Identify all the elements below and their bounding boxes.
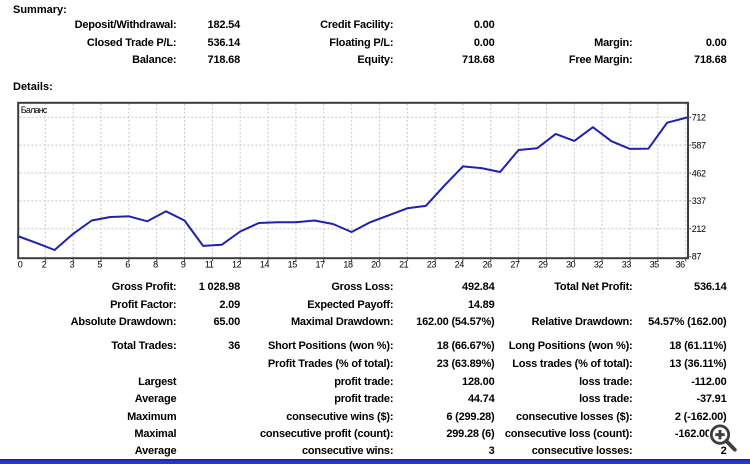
- svg-text:18: 18: [343, 260, 353, 270]
- svg-text:17: 17: [315, 260, 325, 270]
- svg-text:27: 27: [510, 260, 520, 270]
- svg-text:32: 32: [594, 260, 604, 270]
- svg-text:587: 587: [692, 140, 706, 150]
- svg-text:712: 712: [692, 113, 706, 123]
- svg-text:337: 337: [692, 196, 706, 206]
- svg-text:36: 36: [676, 260, 686, 270]
- svg-text:5: 5: [97, 260, 102, 270]
- svg-text:23: 23: [427, 260, 437, 270]
- svg-text:9: 9: [181, 260, 186, 270]
- svg-text:8: 8: [153, 260, 158, 270]
- svg-text:212: 212: [692, 224, 706, 234]
- svg-text:26: 26: [483, 260, 493, 270]
- svg-text:3: 3: [70, 260, 75, 270]
- svg-text:Баланс: Баланс: [21, 105, 48, 115]
- svg-text:11: 11: [205, 260, 214, 270]
- svg-text:20: 20: [371, 260, 381, 270]
- svg-text:30: 30: [566, 260, 576, 270]
- svg-text:2: 2: [42, 260, 47, 270]
- svg-text:21: 21: [399, 260, 409, 270]
- svg-text:24: 24: [455, 260, 465, 270]
- svg-text:12: 12: [232, 260, 242, 270]
- svg-text:29: 29: [538, 260, 548, 270]
- svg-text:33: 33: [622, 260, 632, 270]
- svg-text:0: 0: [18, 260, 23, 270]
- svg-text:462: 462: [692, 168, 706, 178]
- svg-text:87: 87: [692, 252, 702, 262]
- svg-text:35: 35: [650, 260, 660, 270]
- svg-text:14: 14: [260, 260, 270, 270]
- svg-text:6: 6: [125, 260, 130, 270]
- svg-text:15: 15: [288, 260, 298, 270]
